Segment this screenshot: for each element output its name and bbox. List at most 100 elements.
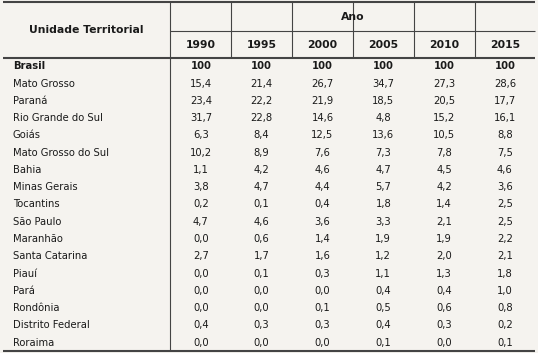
Text: 0,4: 0,4 <box>376 320 391 330</box>
Text: 1,0: 1,0 <box>497 286 513 296</box>
Text: 0,3: 0,3 <box>436 320 452 330</box>
Text: 0,3: 0,3 <box>315 320 330 330</box>
Text: 0,0: 0,0 <box>193 303 209 313</box>
Text: 0,0: 0,0 <box>193 286 209 296</box>
Text: 10,5: 10,5 <box>433 130 455 140</box>
Text: 0,3: 0,3 <box>254 320 270 330</box>
Text: 28,6: 28,6 <box>494 79 516 89</box>
Text: 4,7: 4,7 <box>193 217 209 227</box>
Text: 1,8: 1,8 <box>376 199 391 209</box>
Text: São Paulo: São Paulo <box>13 217 61 227</box>
Text: 4,5: 4,5 <box>436 165 452 175</box>
Text: 3,6: 3,6 <box>315 217 330 227</box>
Text: 100: 100 <box>373 61 394 71</box>
Text: 7,8: 7,8 <box>436 148 452 158</box>
Text: 2,5: 2,5 <box>497 217 513 227</box>
Text: 4,4: 4,4 <box>315 182 330 192</box>
Text: 0,1: 0,1 <box>254 199 270 209</box>
Text: 2,2: 2,2 <box>497 234 513 244</box>
Text: 1,4: 1,4 <box>436 199 452 209</box>
Text: 0,0: 0,0 <box>254 286 270 296</box>
Text: 1990: 1990 <box>186 40 216 49</box>
Text: 21,4: 21,4 <box>251 79 273 89</box>
Text: 2015: 2015 <box>490 40 520 49</box>
Text: 0,4: 0,4 <box>436 286 452 296</box>
Text: 3,8: 3,8 <box>193 182 209 192</box>
Text: 0,0: 0,0 <box>193 337 209 348</box>
Text: Roraima: Roraima <box>13 337 54 348</box>
Text: 0,1: 0,1 <box>254 269 270 279</box>
Text: 2,1: 2,1 <box>497 251 513 261</box>
Text: Paraná: Paraná <box>13 96 47 106</box>
Text: 14,6: 14,6 <box>312 113 334 123</box>
Text: 0,1: 0,1 <box>497 337 513 348</box>
Text: 0,6: 0,6 <box>436 303 452 313</box>
Text: 16,1: 16,1 <box>494 113 516 123</box>
Text: Bahia: Bahia <box>13 165 41 175</box>
Text: 1,1: 1,1 <box>193 165 209 175</box>
Text: Minas Gerais: Minas Gerais <box>13 182 77 192</box>
Text: 0,0: 0,0 <box>436 337 452 348</box>
Text: 0,3: 0,3 <box>315 269 330 279</box>
Text: 4,6: 4,6 <box>315 165 330 175</box>
Text: 2,0: 2,0 <box>436 251 452 261</box>
Text: Rio Grande do Sul: Rio Grande do Sul <box>13 113 103 123</box>
Text: 100: 100 <box>312 61 333 71</box>
Text: 0,6: 0,6 <box>254 234 270 244</box>
Text: 1,7: 1,7 <box>254 251 270 261</box>
Text: 7,3: 7,3 <box>376 148 391 158</box>
Text: 0,0: 0,0 <box>315 286 330 296</box>
Text: 100: 100 <box>190 61 211 71</box>
Text: 8,9: 8,9 <box>254 148 270 158</box>
Text: 20,5: 20,5 <box>433 96 455 106</box>
Text: Pará: Pará <box>13 286 34 296</box>
Text: Ano: Ano <box>341 12 365 22</box>
Text: Tocantins: Tocantins <box>13 199 59 209</box>
Text: 4,6: 4,6 <box>497 165 513 175</box>
Text: Piauí: Piauí <box>13 269 37 279</box>
Text: 4,6: 4,6 <box>254 217 270 227</box>
Text: 0,4: 0,4 <box>315 199 330 209</box>
Text: 18,5: 18,5 <box>372 96 394 106</box>
Text: 8,4: 8,4 <box>254 130 270 140</box>
Text: 26,7: 26,7 <box>312 79 334 89</box>
Text: 5,7: 5,7 <box>376 182 391 192</box>
Text: 7,6: 7,6 <box>315 148 330 158</box>
Text: 17,7: 17,7 <box>494 96 516 106</box>
Text: 1,6: 1,6 <box>315 251 330 261</box>
Text: 1995: 1995 <box>247 40 277 49</box>
Text: 31,7: 31,7 <box>190 113 212 123</box>
Text: 1,3: 1,3 <box>436 269 452 279</box>
Text: 0,0: 0,0 <box>193 234 209 244</box>
Text: 23,4: 23,4 <box>190 96 212 106</box>
Text: 4,7: 4,7 <box>254 182 270 192</box>
Text: 34,7: 34,7 <box>372 79 394 89</box>
Text: 2,1: 2,1 <box>436 217 452 227</box>
Text: 21,9: 21,9 <box>312 96 334 106</box>
Text: 13,6: 13,6 <box>372 130 394 140</box>
Text: 0,0: 0,0 <box>254 337 270 348</box>
Text: 2,5: 2,5 <box>497 199 513 209</box>
Text: 0,1: 0,1 <box>315 303 330 313</box>
Text: 0,2: 0,2 <box>193 199 209 209</box>
Text: Brasil: Brasil <box>13 61 45 71</box>
Text: 0,0: 0,0 <box>193 269 209 279</box>
Text: 1,8: 1,8 <box>497 269 513 279</box>
Text: 4,8: 4,8 <box>376 113 391 123</box>
Text: 0,5: 0,5 <box>376 303 391 313</box>
Text: 8,8: 8,8 <box>497 130 513 140</box>
Text: 27,3: 27,3 <box>433 79 455 89</box>
Text: 2,7: 2,7 <box>193 251 209 261</box>
Text: Mato Grosso do Sul: Mato Grosso do Sul <box>13 148 109 158</box>
Text: Santa Catarina: Santa Catarina <box>13 251 87 261</box>
Text: 0,8: 0,8 <box>497 303 513 313</box>
Text: 22,8: 22,8 <box>251 113 273 123</box>
Text: 22,2: 22,2 <box>251 96 273 106</box>
Text: Rondônia: Rondônia <box>13 303 59 313</box>
Text: 100: 100 <box>494 61 515 71</box>
Text: 6,3: 6,3 <box>193 130 209 140</box>
Text: 0,1: 0,1 <box>376 337 391 348</box>
Text: 12,5: 12,5 <box>312 130 334 140</box>
Text: 100: 100 <box>251 61 272 71</box>
Text: 3,6: 3,6 <box>497 182 513 192</box>
